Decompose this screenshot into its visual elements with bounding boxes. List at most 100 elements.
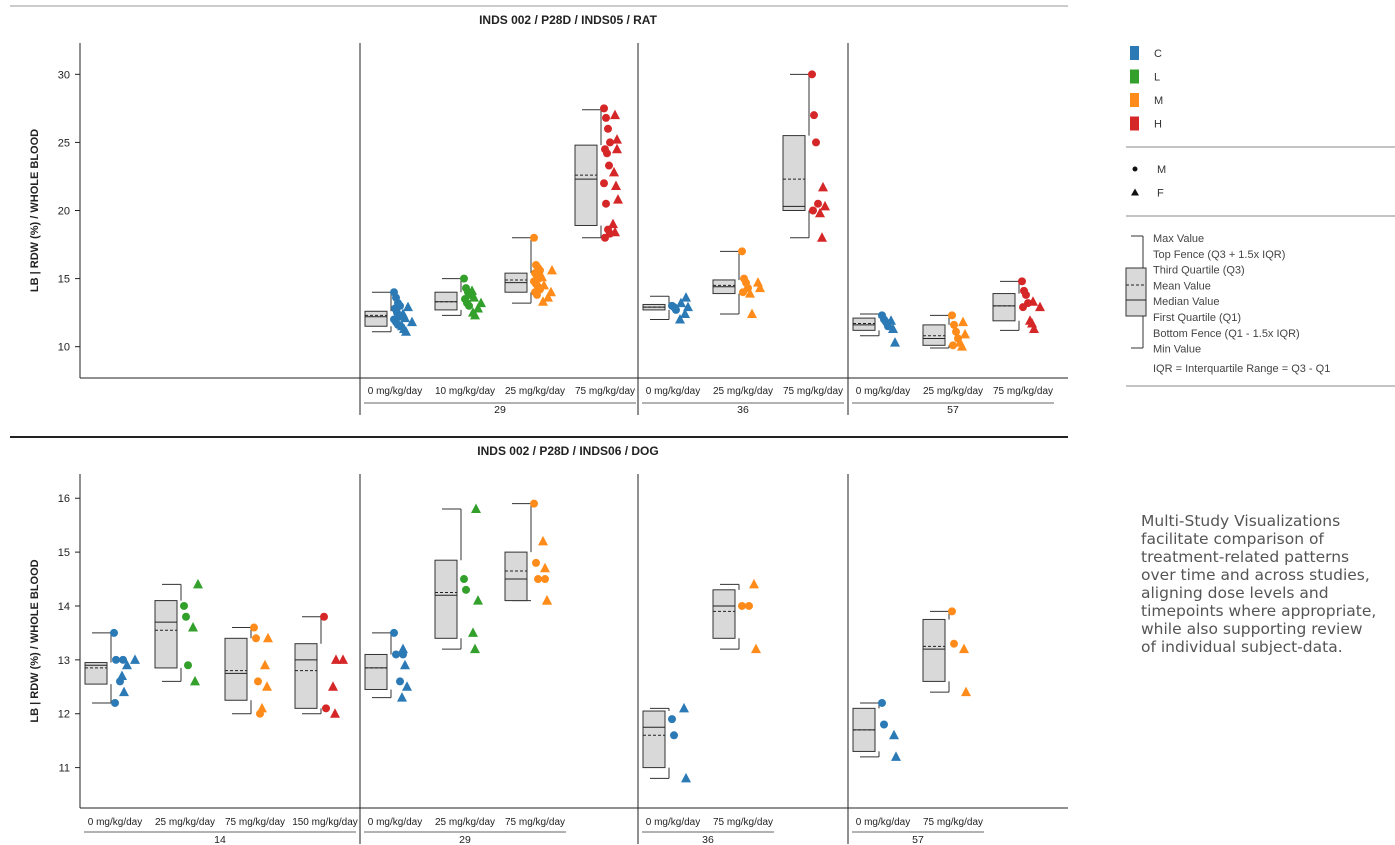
data-point-male <box>738 601 746 610</box>
y-tick-label: 13 <box>58 655 70 667</box>
data-point-female <box>473 595 483 605</box>
legend-box-item: Median Value <box>1153 296 1219 308</box>
data-point-male <box>739 288 747 297</box>
iqr-box <box>294 643 318 709</box>
x-category-label: 10 mg/kg/day <box>435 386 495 397</box>
data-point-male <box>601 233 609 242</box>
panel-label: 57 <box>912 834 924 845</box>
data-point-male <box>602 199 610 208</box>
data-point-female <box>681 292 691 302</box>
data-point-male <box>182 612 190 621</box>
data-point-male <box>949 341 957 350</box>
data-point-male <box>948 311 956 320</box>
data-point-female <box>609 166 619 177</box>
data-point-female <box>675 313 685 324</box>
data-point-female <box>676 297 686 308</box>
x-category-label: 75 mg/kg/day <box>575 386 635 397</box>
data-point-male <box>952 327 960 336</box>
data-point-male <box>600 104 608 113</box>
data-point-male <box>180 601 188 610</box>
data-point-female <box>817 232 827 242</box>
legend-box-item: Third Quartile (Q3) <box>1153 265 1245 277</box>
data-point-female <box>119 686 129 697</box>
data-point-male <box>950 639 958 648</box>
data-point-female <box>538 535 548 546</box>
iqr-box <box>154 600 178 669</box>
legend-label-H: H <box>1154 119 1162 131</box>
data-point-female <box>537 271 547 282</box>
iqr-box <box>224 637 248 701</box>
y-tick-label: 15 <box>58 547 70 559</box>
legend-box-glyph <box>1125 235 1147 349</box>
x-category-label: 75 mg/kg/day <box>225 817 285 828</box>
data-point-male <box>1018 277 1026 286</box>
legend-swatch-H <box>1130 116 1139 131</box>
data-point-female <box>190 675 200 686</box>
data-point-female <box>540 562 550 573</box>
x-category-label: 25 mg/kg/day <box>713 386 773 397</box>
y-tick-label: 20 <box>58 206 70 218</box>
data-point-female <box>400 659 410 670</box>
x-category-label: 0 mg/kg/day <box>88 817 142 828</box>
data-point-male <box>605 161 613 170</box>
y-tick-label: 15 <box>58 274 70 286</box>
data-point-female <box>401 326 411 336</box>
data-point-male <box>532 558 540 567</box>
data-point-female <box>407 316 417 327</box>
iqr-box <box>434 291 458 311</box>
legend-female-triangle-icon <box>1131 188 1139 196</box>
x-category-label: 25 mg/kg/day <box>923 386 983 397</box>
data-point-female <box>749 578 759 589</box>
legend-box-item: Mean Value <box>1153 280 1211 292</box>
data-point-female <box>122 659 132 670</box>
data-point-male <box>111 698 119 707</box>
data-point-male <box>530 233 538 242</box>
x-category-label: 75 mg/kg/day <box>923 817 983 828</box>
x-category-label: 0 mg/kg/day <box>646 386 700 397</box>
panel-label: 36 <box>737 404 749 416</box>
data-point-male <box>672 305 680 314</box>
data-point-male <box>606 138 614 147</box>
data-point-male <box>110 628 118 637</box>
y-tick-label: 10 <box>58 342 70 354</box>
data-point-male <box>254 677 262 686</box>
description-text: Multi-Study Visualizations facilitate co… <box>1141 512 1377 656</box>
x-category-label: 0 mg/kg/day <box>368 817 422 828</box>
data-point-male <box>668 715 676 724</box>
data-point-female <box>1035 301 1045 312</box>
y-tick-label: 30 <box>58 69 70 81</box>
data-point-female <box>610 226 620 237</box>
panel-label: 36 <box>702 834 714 845</box>
iqr-box <box>712 589 736 639</box>
data-point-male <box>460 274 468 283</box>
data-point-female <box>130 654 140 664</box>
legend-iqr-box <box>1125 267 1147 317</box>
panel-label: 29 <box>494 404 506 416</box>
data-point-female <box>257 702 267 713</box>
data-point-female <box>331 654 341 664</box>
data-point-male <box>603 149 611 158</box>
data-point-male <box>1022 290 1030 299</box>
legend-sex-label: M <box>1157 164 1166 176</box>
data-point-male <box>602 113 610 122</box>
data-point-female <box>467 285 477 295</box>
data-point-male <box>1019 303 1027 312</box>
data-point-male <box>812 138 820 147</box>
x-category-label: 75 mg/kg/day <box>505 817 565 828</box>
data-point-female <box>468 627 478 637</box>
data-point-female <box>260 659 270 670</box>
data-point-female <box>818 181 828 192</box>
data-point-female <box>755 282 765 293</box>
data-point-male <box>878 698 886 707</box>
data-point-female <box>747 308 757 318</box>
legend-box-item: Bottom Fence (Q1 - 1.5x IQR) <box>1153 328 1300 340</box>
data-point-male <box>948 607 956 616</box>
data-point-female <box>958 316 968 327</box>
data-point-female <box>815 207 825 218</box>
data-point-male <box>950 320 958 329</box>
data-point-female <box>330 708 340 718</box>
data-point-male <box>738 247 746 256</box>
panel-label: 57 <box>947 404 959 416</box>
legend-male-circle-icon <box>1132 166 1138 172</box>
